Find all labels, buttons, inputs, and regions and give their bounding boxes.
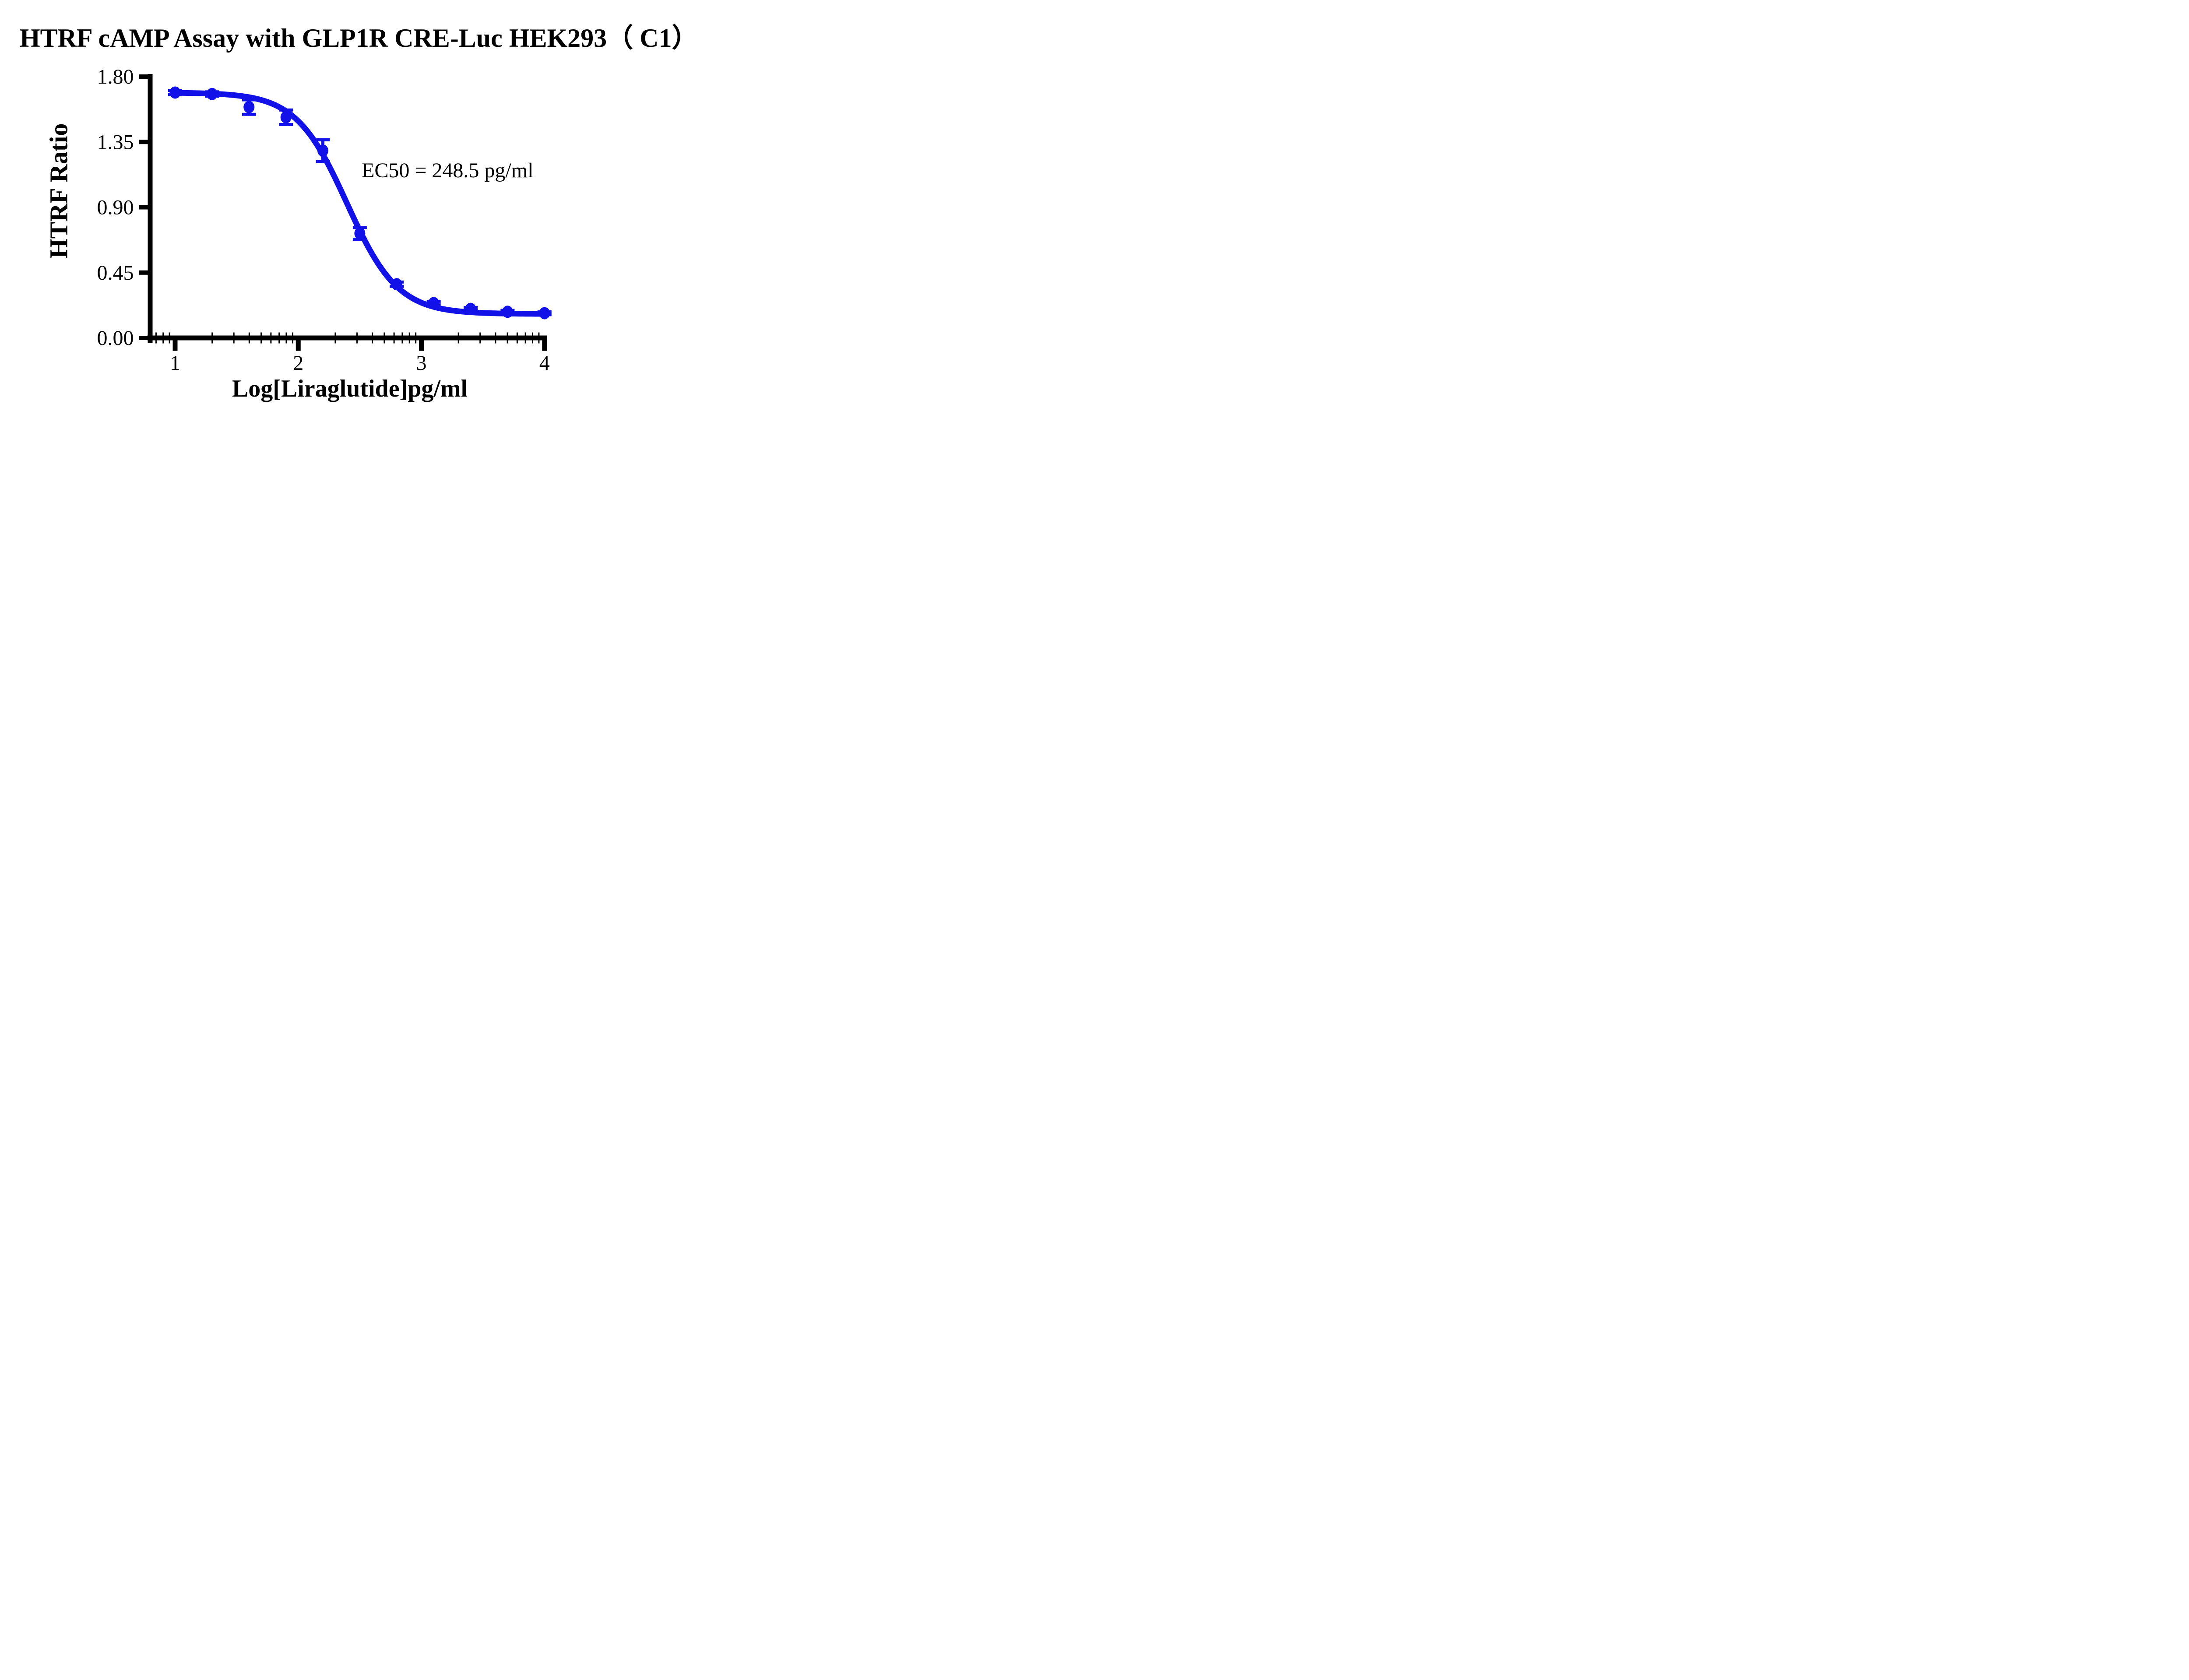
x-minor-tick [372, 332, 373, 336]
chart-title: HTRF cAMP Assay with GLP1R CRE-Luc HEK29… [20, 24, 689, 53]
x-minor-tick [292, 332, 293, 336]
x-minor-tick [169, 332, 170, 336]
x-minor-tick [270, 332, 272, 336]
figure: HTRF cAMP Assay with GLP1R CRE-Luc HEK29… [0, 0, 689, 420]
y-tick [139, 140, 148, 144]
x-minor-tick [531, 332, 533, 336]
y-tick-label: 1.35 [97, 130, 134, 154]
error-bar-cap [316, 138, 330, 141]
x-minor-tick [531, 340, 533, 344]
x-minor-tick [248, 340, 250, 344]
x-tick [296, 340, 301, 351]
x-minor-tick [356, 340, 358, 344]
data-point [428, 297, 440, 309]
data-point [280, 111, 292, 123]
x-minor-tick [495, 340, 496, 344]
x-minor-tick [334, 332, 336, 336]
x-minor-tick [169, 340, 170, 344]
data-point [539, 307, 550, 320]
x-minor-tick [495, 332, 496, 336]
y-tick [139, 205, 148, 210]
x-minor-tick [393, 332, 395, 336]
x-minor-tick [401, 332, 403, 336]
data-point [391, 278, 402, 291]
x-tick-label: 3 [416, 351, 427, 375]
data-point [354, 227, 366, 240]
x-axis-title: Log[Liraglutide]pg/ml [232, 375, 468, 402]
x-minor-tick [538, 340, 540, 344]
x-axis [147, 335, 547, 341]
data-point [169, 86, 181, 99]
x-minor-tick [384, 340, 385, 344]
y-tick [139, 270, 148, 275]
x-minor-tick [458, 340, 459, 344]
x-minor-tick [372, 340, 373, 344]
y-tick [139, 336, 148, 340]
x-minor-tick [401, 340, 403, 344]
x-minor-tick [278, 332, 280, 336]
x-minor-tick [507, 332, 508, 336]
x-tick-label: 2 [293, 351, 303, 375]
x-minor-tick [155, 332, 157, 336]
y-tick-label: 0.45 [97, 261, 134, 285]
data-point [243, 101, 255, 113]
x-minor-tick [270, 340, 272, 344]
x-minor-tick [538, 332, 540, 336]
error-bar-cap [242, 112, 256, 116]
x-minor-tick [415, 332, 417, 336]
x-tick [172, 340, 178, 351]
fit-curve [172, 90, 548, 317]
x-minor-tick [524, 332, 526, 336]
x-minor-tick [162, 340, 164, 344]
x-minor-tick [233, 340, 235, 344]
error-bar-cap [316, 160, 330, 163]
x-minor-tick [516, 332, 518, 336]
x-minor-tick [248, 332, 250, 336]
x-tick [542, 340, 547, 351]
error-bar-cap [279, 123, 293, 126]
x-minor-tick [415, 340, 417, 344]
y-axis [148, 74, 153, 343]
plot-area: 1.80 1.35 0.90 0.45 0.00 1 2 3 4 [97, 65, 552, 375]
x-minor-tick [292, 340, 293, 344]
x-minor-tick [507, 340, 508, 344]
x-minor-tick [479, 332, 481, 336]
data-point [465, 302, 476, 315]
x-minor-tick [408, 340, 410, 344]
ec50-annotation: EC50 = 248.5 pg/ml [362, 159, 534, 182]
x-minor-tick [260, 332, 262, 336]
x-tick-label: 4 [539, 351, 550, 375]
data-point [317, 144, 328, 157]
x-tick [419, 340, 424, 351]
x-minor-tick [155, 340, 157, 344]
x-minor-tick [458, 332, 459, 336]
x-minor-tick [356, 332, 358, 336]
x-minor-tick [162, 332, 164, 336]
y-tick [139, 74, 148, 79]
x-minor-tick [479, 340, 481, 344]
x-minor-tick [334, 340, 336, 344]
data-point [206, 88, 218, 100]
x-minor-tick [285, 340, 287, 344]
x-minor-tick [285, 332, 287, 336]
x-minor-tick [393, 340, 395, 344]
x-minor-tick [408, 332, 410, 336]
x-minor-tick [211, 332, 213, 336]
y-tick-label: 0.00 [97, 327, 134, 350]
x-tick-label: 1 [170, 351, 180, 375]
x-minor-tick [384, 332, 385, 336]
x-minor-tick [278, 340, 280, 344]
x-minor-tick [516, 340, 518, 344]
x-minor-tick [233, 332, 235, 336]
x-minor-tick [260, 340, 262, 344]
y-tick-label: 0.90 [97, 196, 134, 219]
y-tick-label: 1.80 [97, 65, 134, 88]
x-minor-tick [211, 340, 213, 344]
x-minor-tick [524, 340, 526, 344]
data-point [502, 306, 513, 318]
